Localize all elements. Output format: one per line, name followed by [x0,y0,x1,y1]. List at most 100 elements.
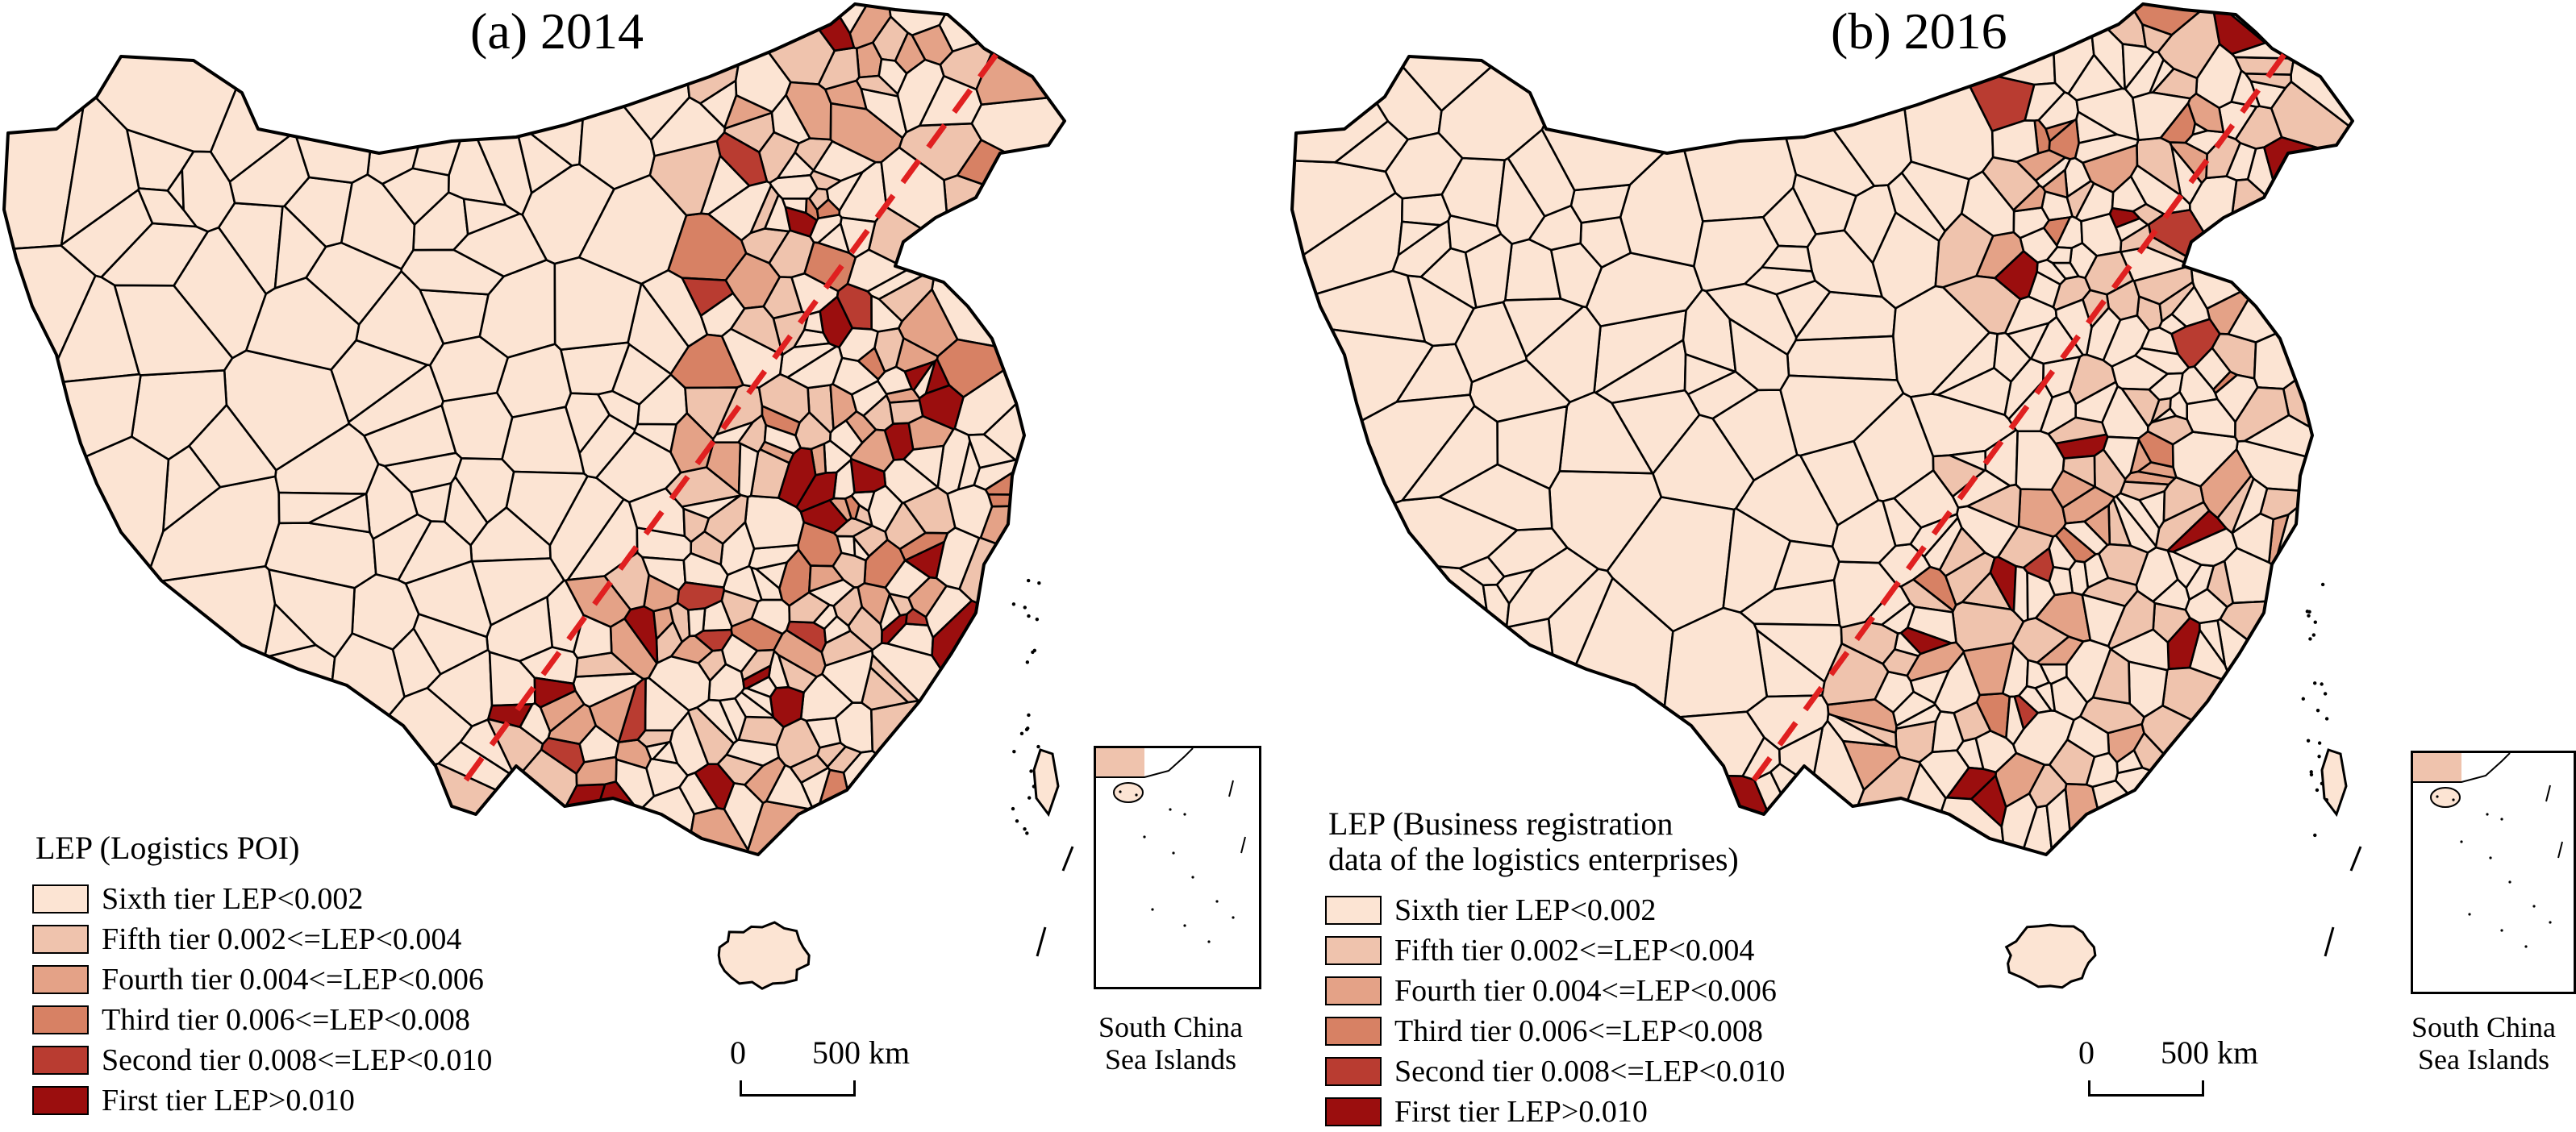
prefecture-region [2159,102,2196,144]
legend-label: Second tier 0.008<=LEP<0.010 [102,1043,493,1077]
country-outline [2,2,1066,856]
prefecture-region [2270,81,2353,178]
prefecture-region [2015,430,2065,491]
boundary-mark [2324,926,2335,957]
prefecture-region [2129,439,2153,475]
coastal-islet [1027,796,1032,800]
prefecture-region [970,72,1065,272]
inset-caption-line: South China [2411,1011,2557,1043]
legend-swatch [32,1086,89,1115]
prefecture-region [1524,306,1602,404]
prefecture-region [1786,335,1899,381]
legend-swatch [1325,976,1382,1005]
prefecture-region [852,536,870,562]
inset-islet [2452,798,2455,801]
prefecture-region [2085,751,2119,789]
coastal-islet [2307,614,2311,618]
prefecture-region [984,463,1065,499]
legend-item-fifth-tier: Fifth tier 0.002<=LEP<0.004 [32,919,492,959]
prefecture-region [514,120,573,194]
prefecture-region [967,433,1017,469]
prefecture-region [2227,247,2353,343]
inset-islet [1172,851,1175,855]
prefecture-region [2098,543,2149,586]
prefecture-region [2141,23,2174,54]
prefecture-region [823,615,852,644]
inset-islet [2508,880,2511,884]
inset-islet [2489,856,2492,859]
legend-label: First tier LEP>0.010 [102,1084,355,1117]
inset-mainland-region [1096,748,1144,777]
scale-distance-label: 500 km [812,1034,911,1071]
prefecture-region [565,392,611,455]
inset-hainan [1113,782,1144,803]
prefecture-region [786,345,844,389]
inset-caption-line: Sea Islands [1105,1043,1236,1076]
prefecture-region [2102,314,2150,368]
prefecture-region [459,718,517,779]
prefecture-region [2091,779,2353,855]
coastal-islet [2324,797,2328,802]
south-china-sea-inset [1094,746,1261,989]
prefecture-region [2184,588,2228,625]
coastal-islet [1026,578,1031,583]
prefecture-region [958,536,1065,734]
legend-swatch [1325,1097,1382,1126]
prefecture-region [946,484,994,539]
prefecture-region [452,212,548,278]
legend-label: Fifth tier 0.002<=LEP<0.004 [1394,934,1755,968]
scale-bar-line [2088,1080,2204,1097]
prefecture-region [1838,796,2015,855]
coastal-islet [2320,781,2324,785]
prefecture-region [681,277,735,317]
prefecture-region [562,785,696,855]
prefecture-region [956,139,1065,257]
prefecture-region [854,504,873,527]
panel-title: (a) 2014 [470,2,644,60]
prefecture-region [1918,749,1970,800]
prefecture-region [2047,416,2108,445]
prefecture-region [531,783,606,855]
legend-item-third-tier: Third tier 0.006<=LEP<0.008 [1325,1011,1785,1051]
prefecture-region [2036,635,2085,666]
south-china-sea-inset [2411,751,2576,994]
prefecture-region [911,23,954,66]
legend-label: Second tier 0.008<=LEP<0.010 [1394,1055,1786,1088]
prefecture-region [737,442,760,498]
inset-islet [1215,900,1219,903]
prefecture-region [307,493,371,534]
prefecture-region [764,194,792,233]
boundary-mark [1061,846,1074,872]
prefecture-region [2048,118,2080,160]
taiwan-island [2320,748,2348,818]
prefecture-region [649,96,727,157]
inset-caption: South China Sea Islands [2411,1011,2556,1076]
coastal-islet [2320,682,2324,686]
prefecture-region [268,568,356,659]
prefecture-region [2081,593,2127,647]
inset-caption: South China Sea Islands [1098,1011,1243,1076]
coastal-islet [2320,582,2325,587]
legend-swatch [32,925,89,954]
prefecture-region [2263,135,2353,272]
inset-hainan [2430,787,2461,808]
prefecture-region [340,173,416,270]
prefecture-region [440,391,514,460]
inset-islet [1183,924,1186,927]
legend-swatch [1325,1017,1382,1046]
legend-swatch [32,1046,89,1075]
prefecture-region [898,531,949,562]
inset-islet [1183,813,1186,816]
prefecture-region [2028,764,2068,809]
coastal-islet [1011,602,1016,606]
prefecture-region [1779,374,1905,457]
scale-zero-label: 0 [730,1034,746,1071]
prefecture-region [807,578,856,607]
prefecture-region [938,4,1041,53]
inset-mainland-region [2413,753,2461,782]
inset-islet [1232,916,1235,919]
prefecture-region [2054,298,2093,356]
prefecture-region [755,561,789,590]
prefecture-region [2065,180,2095,219]
legend-label: First tier LEP>0.010 [1394,1095,1648,1129]
